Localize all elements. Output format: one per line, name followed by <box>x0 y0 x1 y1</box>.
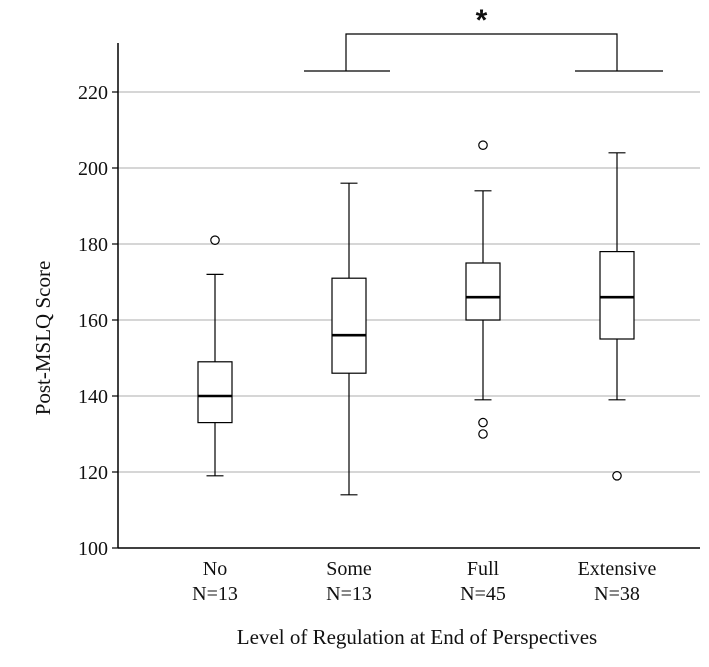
significance-star: * <box>476 4 488 37</box>
x-category-label-full: Full <box>467 558 500 580</box>
x-category-label-some: Some <box>326 558 372 580</box>
box-extensive <box>600 153 634 480</box>
y-tick-label-200: 200 <box>78 158 108 180</box>
y-tick-label-120: 120 <box>78 462 108 484</box>
box-some <box>332 183 366 495</box>
x-category-label-extensive: Extensive <box>578 558 657 580</box>
y-tick-labels: 100 120 140 160 180 200 220 <box>78 82 108 560</box>
significance-bracket: * <box>304 4 663 71</box>
outlier-point <box>479 141 487 149</box>
x-category-label-no: No <box>203 558 227 580</box>
y-tick-label-140: 140 <box>78 386 108 408</box>
n-label-full: N=45 <box>460 583 506 605</box>
y-tick-label-220: 220 <box>78 82 108 104</box>
x-axis-title: Level of Regulation at End of Perspectiv… <box>237 625 597 649</box>
box-no <box>198 236 232 476</box>
outlier-point <box>211 236 219 244</box>
y-tick-label-180: 180 <box>78 234 108 256</box>
outlier-point <box>479 418 487 426</box>
n-label-some: N=13 <box>326 583 372 605</box>
box-iqr <box>466 263 500 320</box>
y-tick-label-160: 160 <box>78 310 108 332</box>
box-iqr <box>198 362 232 423</box>
x-category-labels: No N=13 Some N=13 Full N=45 Extensive N=38 <box>192 558 656 605</box>
outlier-point <box>613 472 621 480</box>
y-tick-label-100: 100 <box>78 538 108 560</box>
box-full <box>466 141 500 438</box>
box-series <box>198 141 634 495</box>
n-label-extensive: N=38 <box>594 583 640 605</box>
outlier-point <box>479 430 487 438</box>
box-iqr <box>332 278 366 373</box>
box-iqr <box>600 252 634 339</box>
n-label-no: N=13 <box>192 583 238 605</box>
y-axis-title: Post-MSLQ Score <box>31 261 55 416</box>
bracket-line <box>346 34 617 71</box>
